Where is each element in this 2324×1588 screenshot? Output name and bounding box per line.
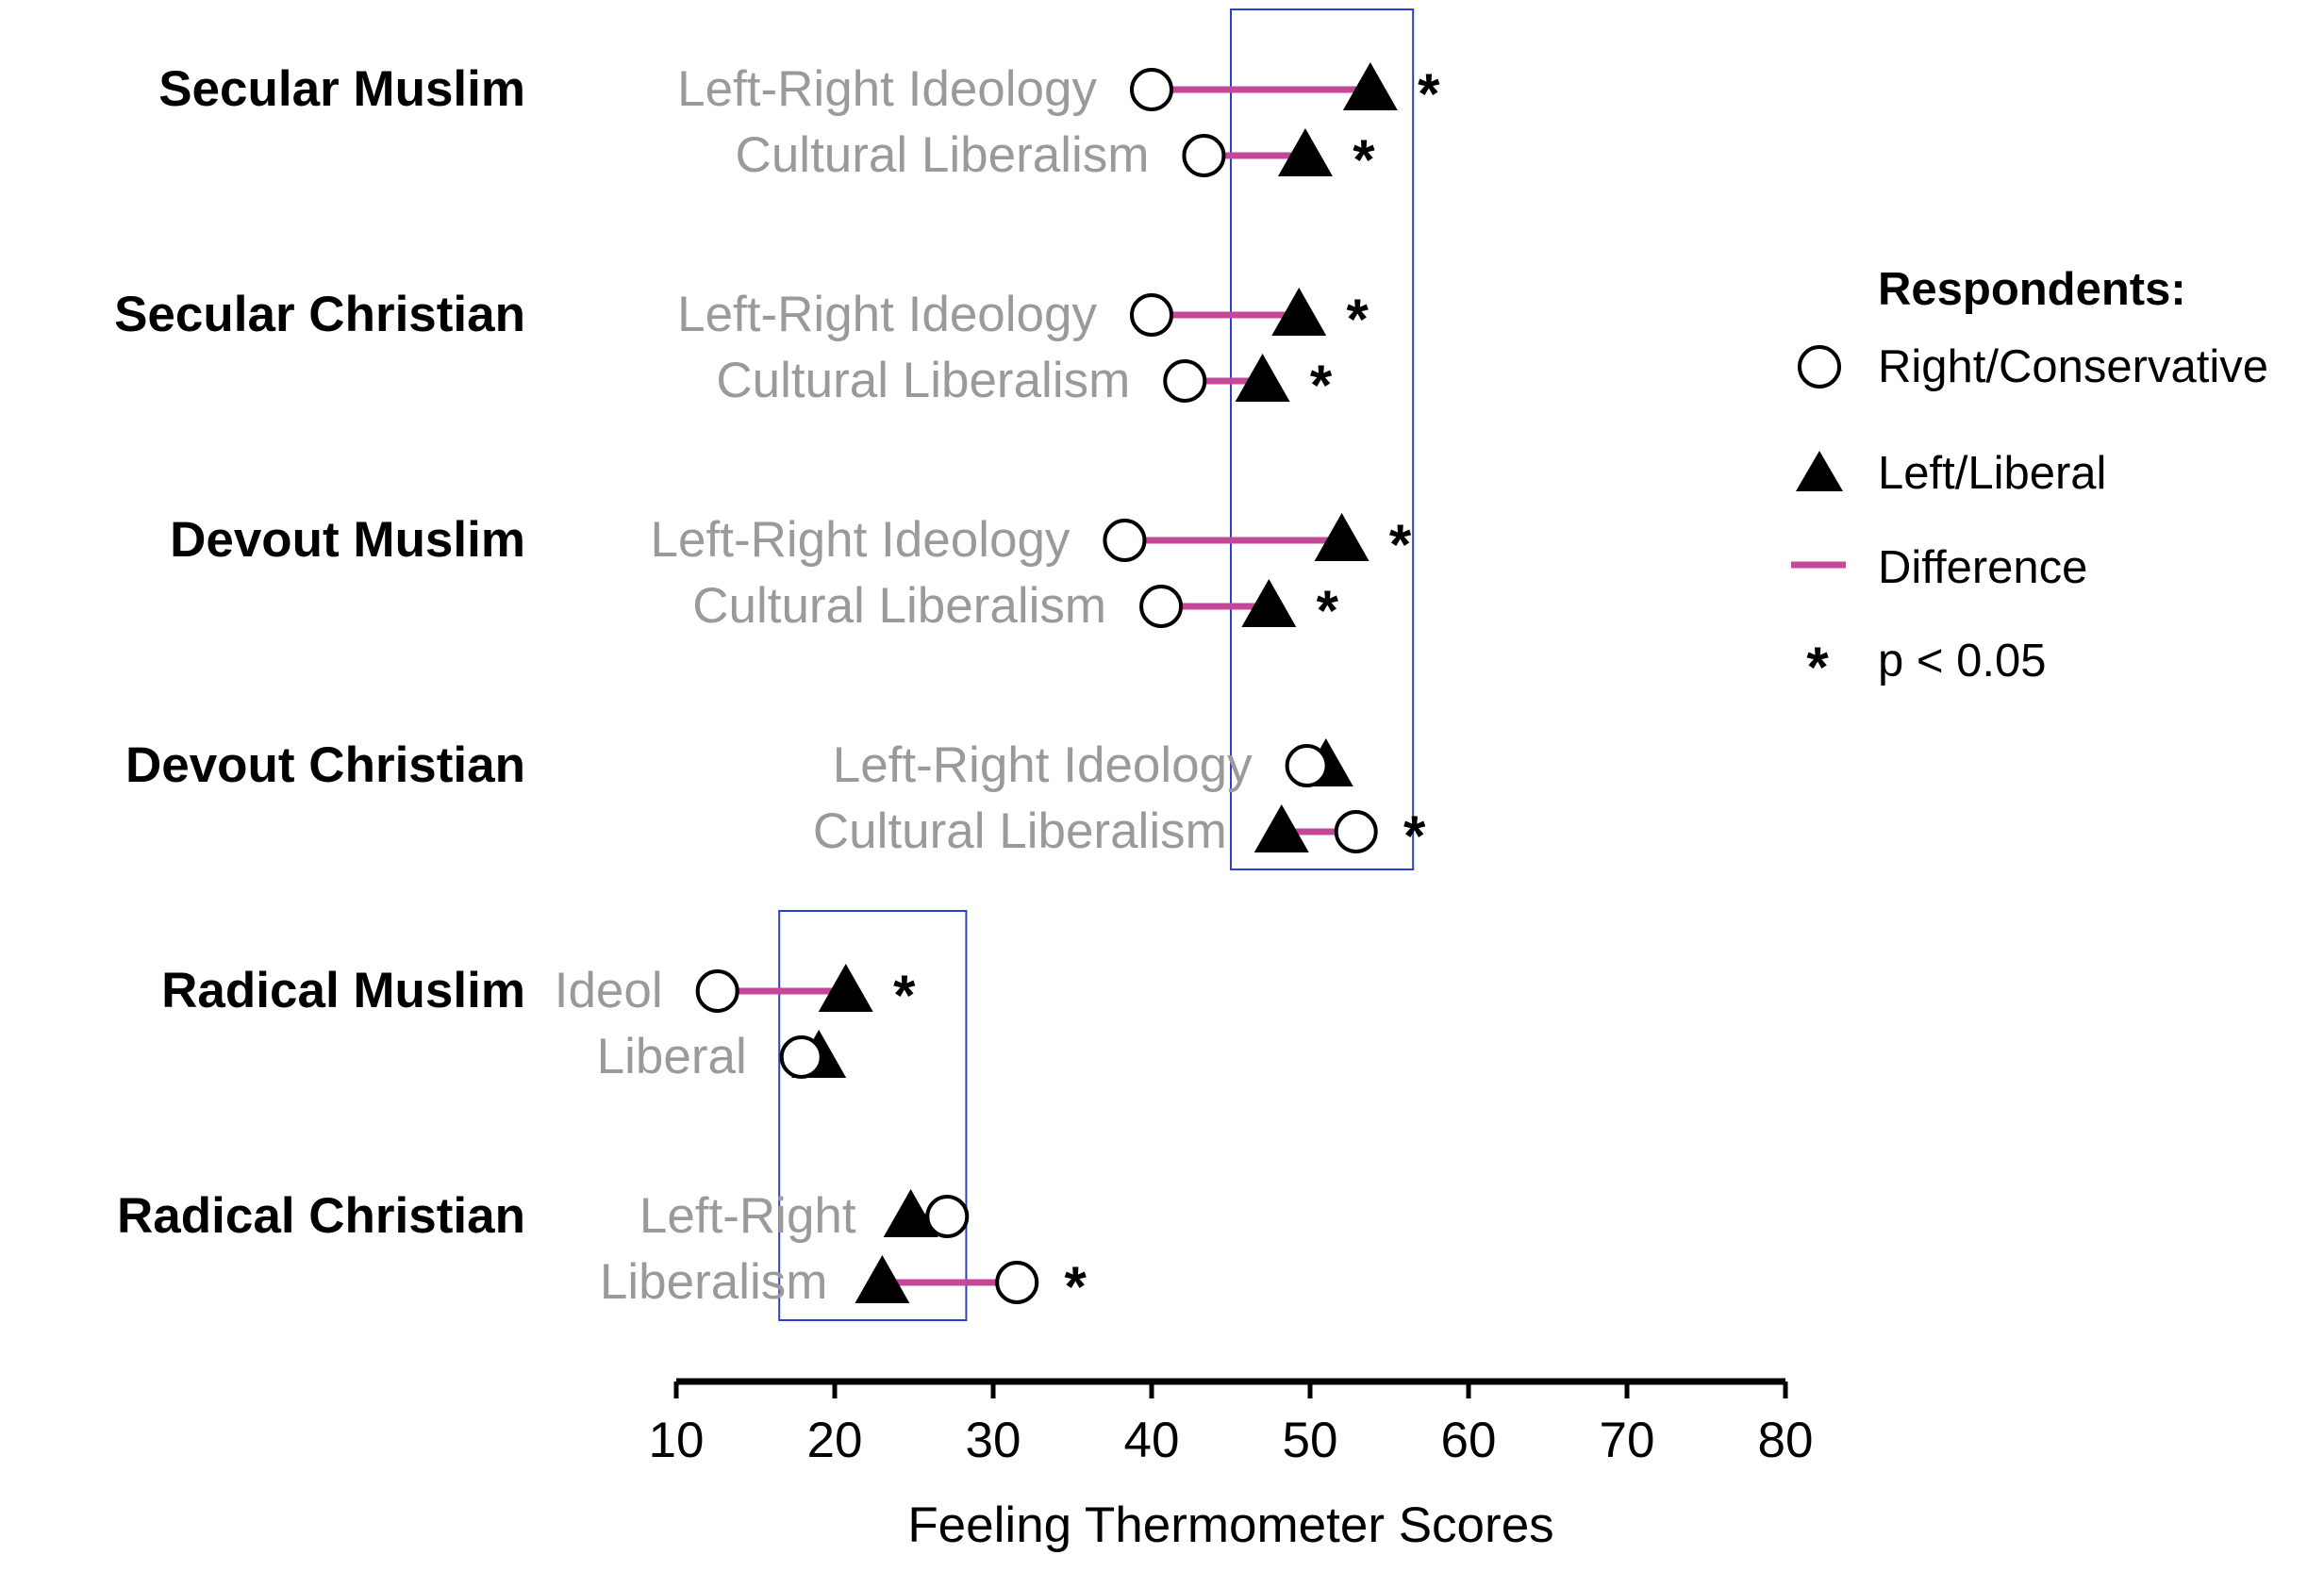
left-liberal-marker	[1253, 804, 1309, 852]
right-conservative-marker	[695, 969, 739, 1013]
row-label: Left-Right Ideology	[651, 512, 1071, 568]
highlight-boxes	[778, 8, 1415, 1321]
right-conservative-marker	[779, 1035, 823, 1079]
left-liberal-marker	[855, 1255, 910, 1303]
left-liberal-marker	[1314, 513, 1370, 561]
right-conservative-marker	[1103, 519, 1147, 562]
x-tick-label: 20	[807, 1413, 863, 1468]
significance-star: *	[1403, 804, 1426, 868]
left-liberal-marker	[1277, 128, 1333, 176]
x-tick-label: 40	[1124, 1413, 1180, 1468]
group-label: Devout Muslim	[170, 512, 525, 568]
x-tick-label: 70	[1600, 1413, 1655, 1468]
group-label: Secular Christian	[114, 287, 525, 342]
markers	[695, 62, 1398, 1304]
row-label: Cultural Liberalism	[736, 127, 1150, 183]
x-tick-label: 10	[649, 1413, 705, 1468]
left-liberal-marker	[1235, 354, 1290, 402]
significance-star: *	[1317, 579, 1339, 642]
x-tick-label: 60	[1441, 1413, 1497, 1468]
highlight-box	[778, 910, 968, 1321]
group-label: Secular Muslim	[158, 61, 525, 117]
group-labels: Secular Muslim Secular Christian Devout Mu…	[114, 61, 525, 1244]
right-conservative-marker	[995, 1261, 1039, 1304]
significance-stars: *********	[893, 62, 1440, 1318]
right-conservative-marker	[1139, 585, 1184, 628]
significance-star: *	[1418, 62, 1440, 125]
x-tick-label: 30	[966, 1413, 1021, 1468]
row-label: Liberal	[597, 1029, 747, 1084]
legend-label-left-liberal: Left/Liberal	[1878, 448, 2106, 499]
x-tick-label: 80	[1758, 1413, 1814, 1468]
left-liberal-marker	[883, 1189, 938, 1237]
highlight-box	[1230, 8, 1415, 870]
significance-star: *	[1389, 513, 1412, 576]
legend-label-right-conservative: Right/Conservative	[1878, 341, 2268, 392]
row-label: Cultural Liberalism	[716, 353, 1130, 408]
left-liberal-marker	[1342, 62, 1398, 110]
row-label: Liberalism	[600, 1254, 828, 1310]
legend-triangle-icon	[1796, 451, 1843, 491]
right-conservative-marker	[1130, 68, 1173, 111]
right-conservative-marker	[1182, 134, 1226, 177]
right-conservative-marker	[1285, 744, 1329, 787]
left-liberal-marker	[1241, 579, 1297, 627]
row-label: Ideol	[555, 963, 663, 1018]
legend: Respondents: Right/Conservative Left/Lib…	[1791, 264, 2268, 699]
group-label: Devout Christian	[125, 737, 525, 793]
row-label: Cultural Liberalism	[692, 578, 1106, 634]
significance-star: *	[1353, 128, 1375, 191]
difference-lines	[717, 86, 1370, 1286]
significance-star: *	[893, 964, 916, 1027]
legend-circle-icon	[1798, 345, 1841, 389]
right-conservative-marker	[925, 1195, 970, 1238]
row-labels: Left-Right Ideology Cultural Liberalism Le…	[555, 61, 1253, 1310]
right-conservative-marker	[1163, 359, 1207, 403]
row-label: Cultural Liberalism	[813, 803, 1227, 859]
right-conservative-marker	[1334, 810, 1378, 853]
row-label: Left-Right	[639, 1188, 856, 1244]
left-liberal-marker	[818, 964, 873, 1012]
group-label: Radical Christian	[117, 1188, 525, 1244]
left-liberal-marker	[1271, 288, 1327, 336]
legend-label-difference: Difference	[1878, 542, 2087, 593]
x-axis: Feeling Thermometer Scores 10 20 30 40 50 60 7…	[649, 1378, 1814, 1553]
row-label: Left-Right Ideology	[833, 737, 1253, 793]
legend-label-significance: p < 0.05	[1878, 636, 2046, 686]
right-conservative-marker	[1130, 293, 1173, 337]
significance-star: *	[1347, 288, 1370, 351]
x-tick-label: 50	[1283, 1413, 1338, 1468]
row-label: Left-Right Ideology	[677, 61, 1097, 117]
legend-title: Respondents:	[1878, 264, 2186, 315]
significance-star: *	[1310, 354, 1333, 417]
group-label: Radical Muslim	[161, 963, 525, 1018]
x-axis-title: Feeling Thermometer Scores	[907, 1497, 1553, 1553]
legend-star-icon: *	[1806, 636, 1829, 699]
row-label: Left-Right Ideology	[677, 287, 1097, 342]
significance-star: *	[1065, 1255, 1087, 1318]
